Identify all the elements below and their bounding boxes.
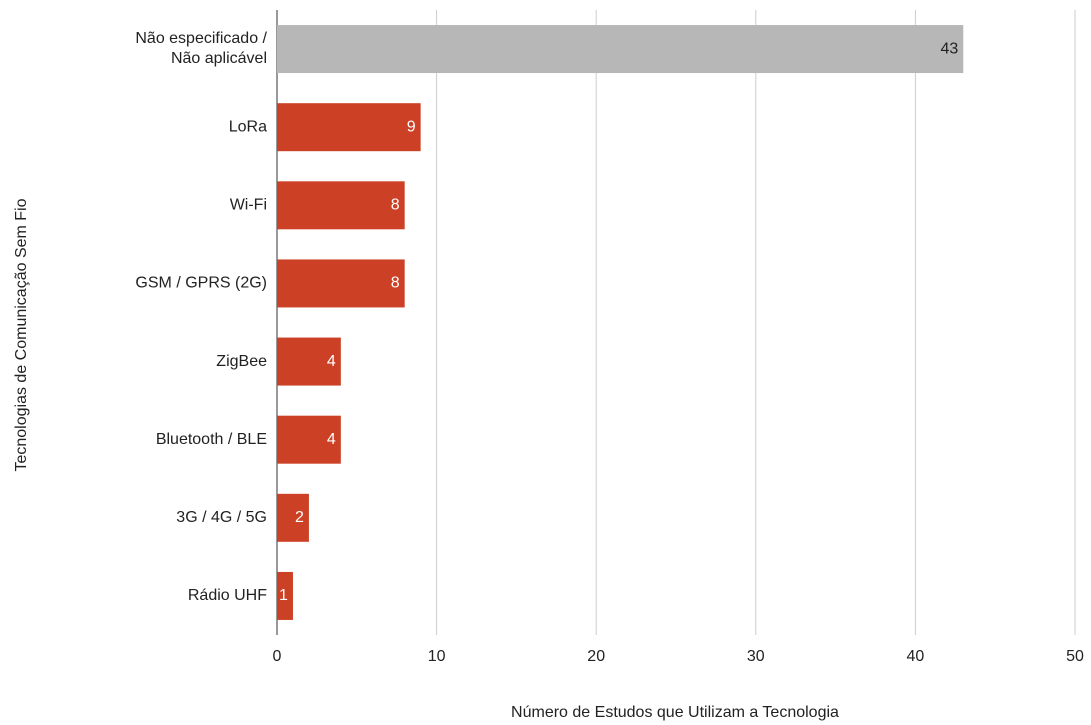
y-tick-label: Bluetooth / BLE (156, 431, 267, 448)
y-tick-label: Não especificado / Não aplicável (135, 30, 267, 67)
data-label: 9 (407, 118, 416, 135)
bar (277, 571, 293, 620)
bar (277, 181, 405, 230)
x-axis-label: Número de Estudos que Utilizam a Tecnolo… (511, 704, 839, 721)
data-label: 1 (279, 587, 288, 604)
data-label: 8 (391, 197, 400, 214)
x-tick-label: 30 (747, 648, 765, 665)
y-tick-label: ZigBee (216, 353, 267, 370)
bar (277, 415, 341, 464)
x-tick-label: 0 (273, 648, 282, 665)
data-label: 8 (391, 275, 400, 292)
y-tick-label: Wi-Fi (230, 197, 267, 214)
bar (277, 103, 421, 152)
y-tick-label: LoRa (229, 118, 267, 135)
bar (277, 493, 309, 542)
y-axis-label: Tecnologias de Comunicação Sem Fio (13, 198, 30, 471)
data-label: 4 (327, 431, 336, 448)
bar (277, 337, 341, 386)
x-tick-label: 50 (1066, 648, 1084, 665)
y-tick-label: 3G / 4G / 5G (176, 509, 267, 526)
y-tick-label: Rádio UHF (188, 587, 267, 604)
data-label: 4 (327, 353, 336, 370)
x-tick-label: 20 (587, 648, 605, 665)
data-label: 43 (940, 40, 958, 57)
x-tick-label: 40 (907, 648, 925, 665)
x-tick-label: 10 (428, 648, 446, 665)
data-label: 2 (295, 509, 304, 526)
bar (277, 25, 964, 74)
y-tick-label: GSM / GPRS (2G) (135, 275, 267, 292)
bar (277, 259, 405, 308)
